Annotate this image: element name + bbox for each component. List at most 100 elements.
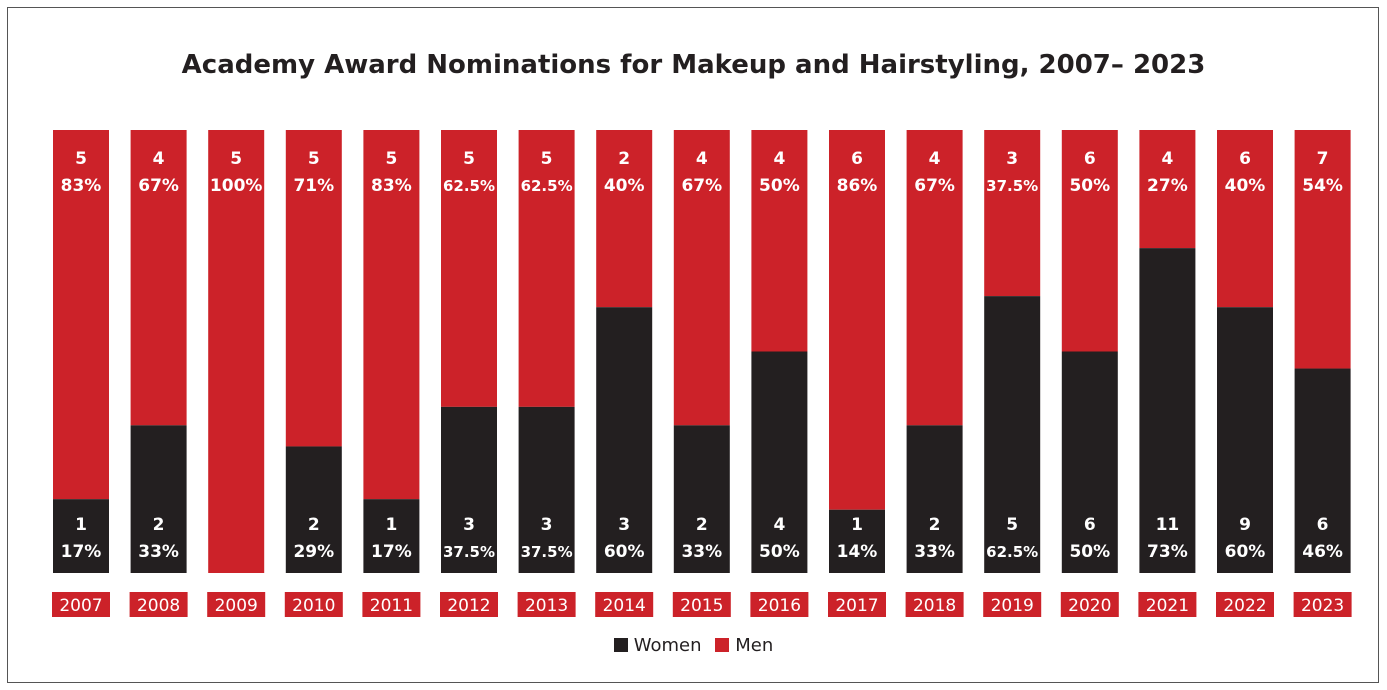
label-women-percent-2011: 17% (371, 542, 412, 562)
label-women-count-2023: 6 (1317, 515, 1329, 535)
label-men-count-2020: 6 (1084, 149, 1096, 169)
label-men-count-2023: 7 (1317, 149, 1329, 169)
year-box-2011 (362, 592, 421, 617)
label-men-count-2015: 4 (696, 149, 708, 169)
label-men-percent-2007: 83% (61, 176, 102, 196)
bar-women-2014 (596, 307, 653, 573)
chart-title: Academy Award Nominations for Makeup and… (181, 50, 1206, 80)
label-women-count-2008: 2 (153, 515, 165, 535)
label-women-count-2020: 6 (1084, 515, 1096, 535)
label-women-percent-2018: 33% (914, 542, 955, 562)
year-box-2021 (1138, 592, 1197, 617)
bar-men-2010 (285, 130, 342, 447)
label-men-percent-2016: 50% (759, 176, 800, 196)
label-women-percent-2020: 50% (1069, 542, 1110, 562)
legend: Women Men (0, 635, 1387, 656)
bar-women-2012 (441, 406, 497, 573)
label-women-percent-2016: 50% (759, 542, 800, 562)
bar-women-2020 (1061, 351, 1118, 573)
label-men-count-2017: 6 (851, 149, 863, 169)
label-men-percent-2022: 40% (1225, 176, 1266, 196)
label-men-count-2011: 5 (385, 149, 397, 169)
bar-women-2021 (1139, 248, 1196, 573)
year-label-2008: 2008 (137, 596, 180, 616)
label-women-percent-2007: 17% (61, 542, 102, 562)
bar-women-2015 (673, 425, 730, 573)
bar-women-2011 (363, 499, 420, 573)
bar-men-2022 (1217, 130, 1273, 308)
bar-men-2016 (751, 130, 808, 352)
label-men-count-2019: 3 (1006, 149, 1018, 169)
label-women-count-2010: 2 (308, 515, 320, 535)
year-box-2016 (750, 592, 809, 617)
label-men-count-2013: 5 (541, 149, 553, 169)
bar-women-2007 (53, 499, 109, 573)
year-box-2013 (517, 592, 576, 617)
bar-men-2019 (984, 130, 1041, 297)
bar-women-2016 (751, 351, 808, 573)
bar-women-2018 (906, 425, 963, 573)
label-women-count-2018: 2 (929, 515, 941, 535)
label-men-count-2021: 4 (1161, 149, 1173, 169)
bar-men-2008 (130, 130, 187, 426)
year-label-2007: 2007 (59, 596, 102, 616)
label-men-percent-2011: 83% (371, 176, 412, 196)
bar-men-2017 (829, 130, 885, 510)
year-box-2018 (905, 592, 964, 617)
bar-women-2008 (130, 425, 187, 573)
label-men-percent-2023: 54% (1302, 176, 1343, 196)
legend-label-men: Men (735, 635, 774, 656)
bar-men-2015 (673, 130, 730, 426)
label-women-percent-2014: 60% (604, 542, 645, 562)
bar-women-2010 (285, 446, 342, 573)
year-box-2020 (1060, 592, 1119, 617)
year-label-2010: 2010 (292, 596, 335, 616)
year-box-2022 (1216, 592, 1274, 617)
label-women-percent-2021: 73% (1147, 542, 1188, 562)
label-women-percent-2013: 37.5% (521, 543, 573, 561)
label-men-count-2010: 5 (308, 149, 320, 169)
year-label-2011: 2011 (370, 596, 413, 616)
bar-men-2007 (53, 130, 109, 500)
year-label-2022: 2022 (1223, 596, 1266, 616)
label-men-percent-2017: 86% (837, 176, 878, 196)
label-men-percent-2008: 67% (138, 176, 179, 196)
year-box-2014 (595, 592, 654, 617)
label-men-count-2014: 2 (618, 149, 630, 169)
bar-women-2017 (829, 509, 885, 573)
label-men-percent-2010: 71% (293, 176, 334, 196)
bar-men-2021 (1139, 130, 1196, 249)
label-women-count-2017: 1 (851, 515, 863, 535)
year-label-2020: 2020 (1068, 596, 1111, 616)
year-label-2013: 2013 (525, 596, 568, 616)
label-men-count-2022: 6 (1239, 149, 1251, 169)
label-women-count-2013: 3 (541, 515, 553, 535)
year-label-2014: 2014 (603, 596, 646, 616)
label-men-percent-2012: 62.5% (443, 177, 495, 195)
year-label-2018: 2018 (913, 596, 956, 616)
legend-swatch-men (715, 638, 730, 652)
label-women-percent-2015: 33% (681, 542, 722, 562)
label-men-percent-2018: 67% (914, 176, 955, 196)
label-men-count-2018: 4 (929, 149, 941, 169)
bar-men-2013 (518, 130, 575, 407)
legend-swatch-women (613, 638, 628, 652)
label-men-count-2008: 4 (153, 149, 165, 169)
bar-men-2020 (1061, 130, 1118, 352)
label-men-count-2009: 5 (230, 149, 242, 169)
year-box-2009 (207, 592, 266, 617)
bar-men-2023 (1294, 130, 1351, 369)
label-men-percent-2015: 67% (681, 176, 722, 196)
bar-women-2023 (1294, 368, 1351, 573)
year-label-2015: 2015 (680, 596, 723, 616)
label-men-count-2016: 4 (773, 149, 785, 169)
label-women-count-2011: 1 (385, 515, 397, 535)
label-women-count-2015: 2 (696, 515, 708, 535)
label-men-count-2007: 5 (75, 149, 87, 169)
label-women-count-2021: 11 (1156, 515, 1180, 535)
label-women-percent-2010: 29% (293, 542, 334, 562)
label-women-count-2022: 9 (1239, 515, 1251, 535)
label-men-percent-2019: 37.5% (986, 177, 1038, 195)
label-women-count-2012: 3 (463, 515, 475, 535)
